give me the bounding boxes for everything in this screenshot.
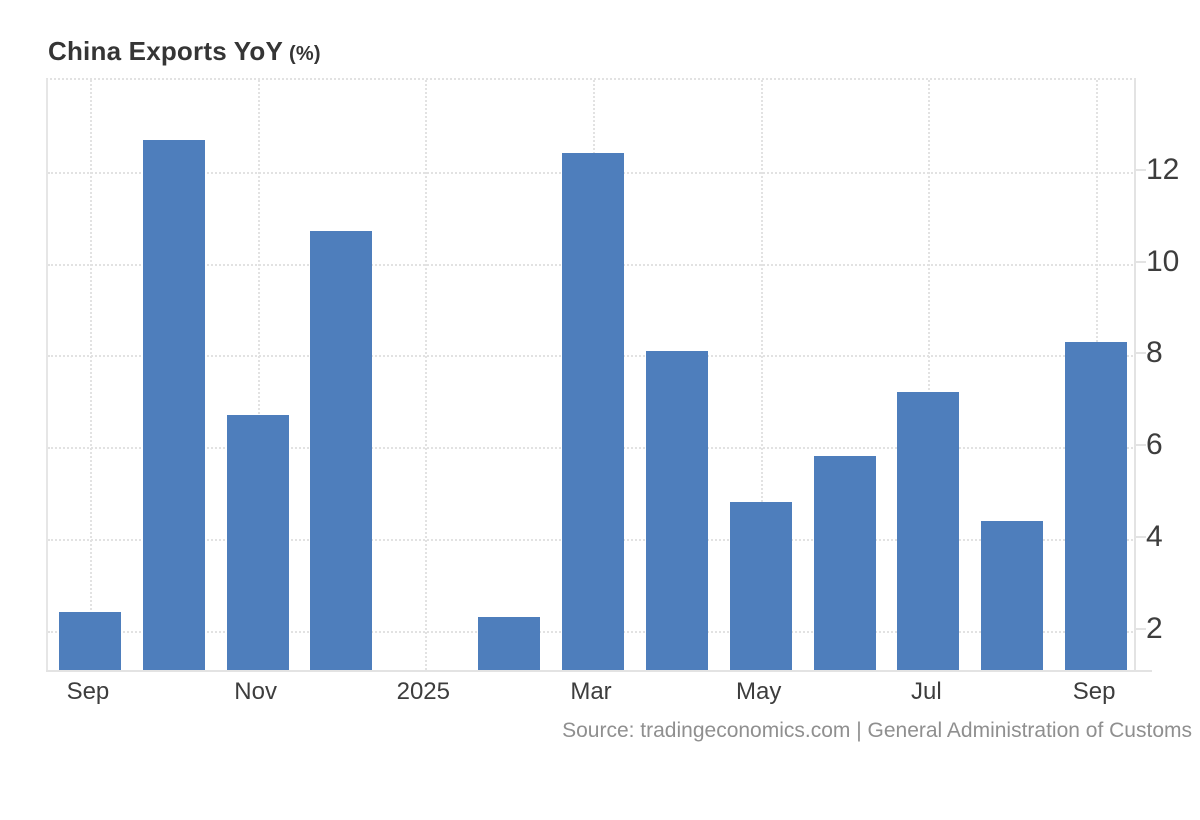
chart-title: China Exports YoY (%) xyxy=(48,36,321,67)
bar-apr-7[interactable] xyxy=(645,350,708,672)
v-gridline-2025 xyxy=(425,80,428,670)
x-axis-label-sep: Sep xyxy=(66,678,110,705)
x-axis-label-mar: Mar xyxy=(570,678,612,705)
chart-title-unit: (%) xyxy=(289,43,321,65)
v-gridline-sep xyxy=(89,80,92,670)
bar-jun-9[interactable] xyxy=(813,456,876,672)
y-axis-label-12: 12 xyxy=(1146,152,1180,186)
x-axis-label-sep: Sep xyxy=(1072,678,1116,705)
bar-oct-1[interactable] xyxy=(142,139,205,672)
plot-area xyxy=(46,78,1136,672)
bar-mar-6[interactable] xyxy=(562,153,624,672)
x-axis-label-nov: Nov xyxy=(234,678,277,705)
bar-feb-5[interactable] xyxy=(478,616,541,672)
y-axis-label-10: 10 xyxy=(1146,244,1180,278)
y-tick-mark-10 xyxy=(1136,260,1146,263)
y-axis-label-4: 4 xyxy=(1146,519,1163,553)
bar-sep-12[interactable] xyxy=(1065,341,1128,672)
x-axis-label-2025: 2025 xyxy=(396,678,450,705)
y-axis-label-6: 6 xyxy=(1146,428,1163,462)
y-tick-mark-4 xyxy=(1136,535,1146,538)
bar-nov-2[interactable] xyxy=(226,415,289,672)
y-tick-mark-6 xyxy=(1136,444,1146,447)
v-gridline-may xyxy=(760,80,763,670)
y-axis-label-8: 8 xyxy=(1146,336,1163,370)
y-tick-mark-8 xyxy=(1136,352,1146,355)
v-gridline-jul xyxy=(928,80,931,670)
y-axis-label-2: 2 xyxy=(1146,611,1163,645)
bar-sep-0[interactable] xyxy=(58,612,121,672)
bar-jul-10[interactable] xyxy=(897,392,960,672)
x-axis-label-jul: Jul xyxy=(911,678,942,705)
y-axis-line xyxy=(1134,78,1136,672)
x-axis-line xyxy=(46,670,1152,672)
y-tick-mark-12 xyxy=(1136,168,1146,171)
chart-title-text: China Exports YoY xyxy=(48,36,284,66)
bar-may-8[interactable] xyxy=(729,502,792,672)
y-tick-mark-2 xyxy=(1136,627,1146,630)
bar-aug-11[interactable] xyxy=(981,520,1044,672)
x-axis-label-may: May xyxy=(736,678,782,705)
bar-dec-3[interactable] xyxy=(310,231,373,672)
v-gridline-nov xyxy=(257,80,260,670)
source-credit: Source: tradingeconomics.com | General A… xyxy=(562,719,1192,742)
